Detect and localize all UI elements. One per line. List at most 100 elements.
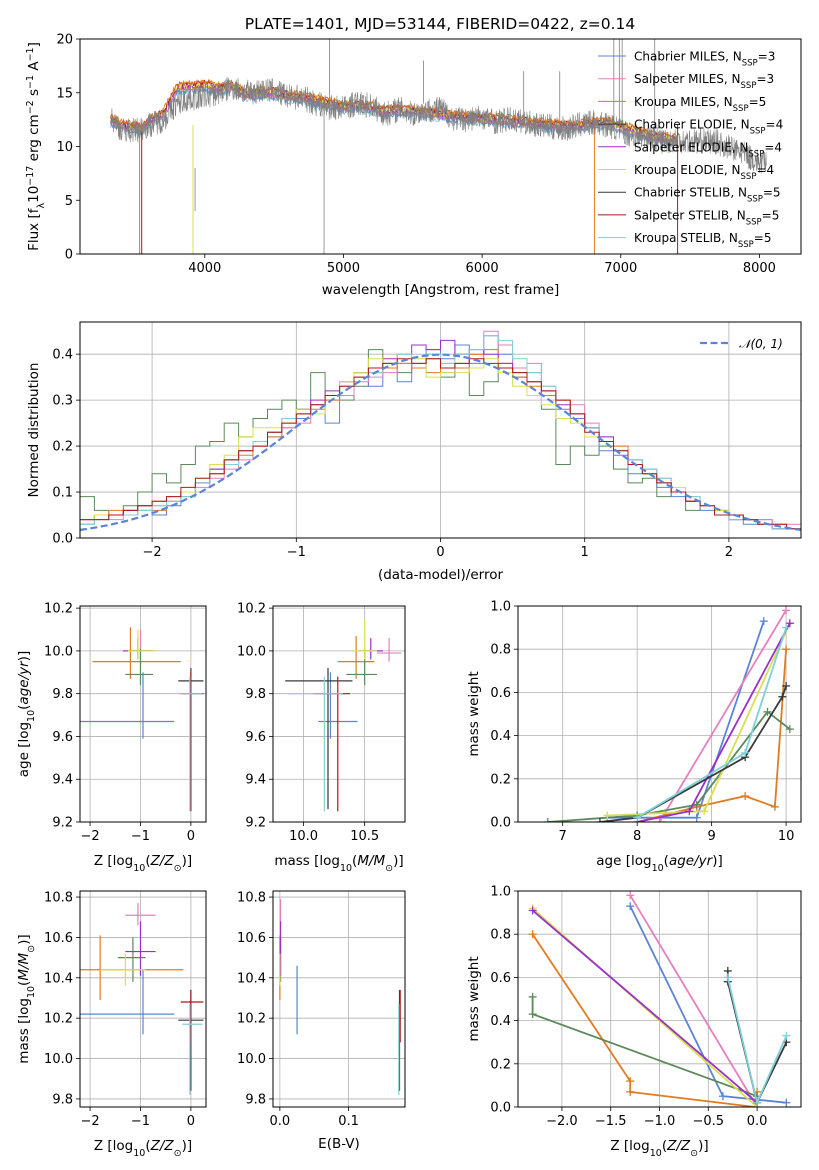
x-tick-label: 0 bbox=[436, 545, 444, 560]
x-tick-label: 5000 bbox=[327, 261, 360, 276]
x-tick-label: 0.1 bbox=[338, 1114, 359, 1129]
x-axis-label: Z [log10(Z/Z⊙)] bbox=[94, 853, 192, 874]
errorbar-point bbox=[127, 629, 156, 660]
legend-entry: Chabrier STELIB, NSSP=5 bbox=[634, 186, 781, 205]
y-tick-label: 10.0 bbox=[44, 1052, 73, 1067]
x-tick-label: 10.5 bbox=[350, 829, 379, 844]
y-tick-label: 0.0 bbox=[490, 816, 511, 831]
errorbar-point bbox=[80, 969, 175, 1035]
errorbar-point bbox=[285, 668, 353, 810]
x-tick-label: −1 bbox=[131, 829, 150, 844]
weight-vs-Z-panel: −2.0 −1.5 −1.0 −0.5 0.0 0.0 0.2 0.4 0.6 0.8 1.0 Z [… bbox=[466, 885, 802, 1159]
legend-entry: Kroupa MILES, NSSP=5 bbox=[634, 95, 766, 114]
plus-marker bbox=[785, 725, 794, 734]
y-axis-label: Flux [fλ10−17 erg cm−2 s−1 A−1] bbox=[25, 42, 47, 251]
y-tick-label: 0.2 bbox=[52, 440, 73, 455]
y-tick-label: 9.4 bbox=[52, 773, 73, 788]
y-axis-label: age [log10(age/yr)] bbox=[16, 651, 37, 777]
axes-frame bbox=[272, 605, 406, 823]
y-tick-label: 0.2 bbox=[490, 1057, 511, 1072]
x-axis-label: (data-model)/error bbox=[378, 567, 504, 583]
plus-marker bbox=[626, 891, 635, 900]
y-tick-label: 0.8 bbox=[490, 643, 511, 658]
x-axis-label: wavelength [Angstrom, rest frame] bbox=[322, 282, 560, 298]
plus-marker bbox=[718, 1092, 727, 1101]
x-tick-label: 1 bbox=[581, 545, 589, 560]
plus-marker bbox=[770, 802, 779, 811]
mass-weight-line bbox=[531, 996, 758, 1098]
y-tick-label: 9.8 bbox=[52, 1092, 73, 1107]
y-tick-label: 1.0 bbox=[490, 600, 511, 615]
plus-marker bbox=[782, 1098, 791, 1107]
legend-entry: Chabrier MILES, NSSP=3 bbox=[634, 50, 775, 69]
y-tick-label: 10.0 bbox=[237, 1052, 266, 1067]
histogram-step-line bbox=[80, 335, 801, 530]
y-axis-label: mass weight bbox=[466, 671, 482, 756]
y-tick-label: 10.4 bbox=[237, 971, 266, 986]
y-tick-label: 10.8 bbox=[44, 891, 73, 906]
axes-frame bbox=[79, 890, 207, 1108]
x-tick-label: 0 bbox=[187, 829, 195, 844]
errorbar-point bbox=[125, 903, 156, 926]
y-tick-label: 0.1 bbox=[52, 486, 73, 501]
legend-entry: Kroupa ELODIE, NSSP=4 bbox=[634, 163, 774, 182]
plus-marker bbox=[741, 792, 750, 801]
y-tick-label: 10.0 bbox=[44, 644, 73, 659]
y-tick-label: 20 bbox=[56, 33, 73, 48]
x-axis-label: Z [log10(Z/Z⊙)] bbox=[610, 1138, 708, 1159]
model-spectrum-line bbox=[110, 86, 677, 146]
y-tick-label: 9.2 bbox=[52, 816, 73, 831]
errorbar-point bbox=[80, 672, 175, 739]
x-tick-label: 9 bbox=[707, 829, 715, 844]
y-tick-label: 0.4 bbox=[490, 1014, 511, 1029]
axes-frame bbox=[272, 890, 406, 1108]
y-tick-label: 10.8 bbox=[237, 891, 266, 906]
observed-spectrum-line bbox=[110, 76, 767, 174]
errorbar-point bbox=[92, 627, 181, 679]
y-tick-label: 10.6 bbox=[237, 931, 266, 946]
y-tick-label: 0.6 bbox=[490, 971, 511, 986]
x-tick-label: −2 bbox=[143, 545, 162, 560]
x-tick-label: 10 bbox=[778, 829, 795, 844]
x-tick-label: 8 bbox=[633, 829, 641, 844]
y-tick-label: 0.4 bbox=[490, 729, 511, 744]
y-axis-label: mass weight bbox=[466, 956, 482, 1041]
x-tick-label: −2.0 bbox=[546, 1114, 578, 1129]
errorbar-point bbox=[352, 618, 377, 660]
plus-marker bbox=[528, 906, 537, 915]
legend-entry: 𝒩(0, 1) bbox=[739, 337, 783, 351]
mass-weight-line bbox=[532, 909, 758, 1104]
plus-marker bbox=[528, 992, 537, 1001]
errorbar-point bbox=[117, 937, 146, 982]
plus-marker bbox=[759, 617, 768, 626]
figure-title: PLATE=1401, MJD=53144, FIBERID=0422, z=0… bbox=[245, 15, 635, 33]
errorbar-point bbox=[376, 638, 402, 662]
axes-frame bbox=[517, 605, 802, 823]
y-tick-label: 0.6 bbox=[490, 686, 511, 701]
plus-marker bbox=[782, 645, 791, 654]
y-tick-label: 1.0 bbox=[490, 885, 511, 900]
x-tick-label: −0.5 bbox=[693, 1114, 725, 1129]
gaussian-curve bbox=[80, 353, 801, 531]
plus-marker bbox=[692, 813, 701, 822]
y-tick-label: 10 bbox=[56, 140, 73, 155]
errorbar-point bbox=[313, 676, 350, 812]
plus-marker bbox=[626, 902, 635, 911]
plus-marker bbox=[655, 818, 664, 822]
plus-marker bbox=[626, 1077, 635, 1086]
y-tick-label: 10.0 bbox=[237, 644, 266, 659]
x-tick-label: 10.0 bbox=[289, 829, 318, 844]
plus-marker bbox=[778, 692, 787, 701]
plus-marker bbox=[785, 619, 794, 628]
age-vs-mass-panel: 10.0 10.5 9.2 9.4 9.6 9.8 10.0 10.2 mass [log10(… bbox=[237, 602, 406, 874]
plus-marker bbox=[692, 800, 701, 809]
y-tick-label: 10.2 bbox=[237, 602, 266, 617]
mass-vs-ebv-panel: 0.0 0.1 9.8 10.0 10.2 10.4 10.6 10.8 E(B-V) bbox=[237, 890, 406, 1152]
y-tick-label: 10.6 bbox=[44, 931, 73, 946]
y-axis-label: Normed distribution bbox=[26, 363, 42, 498]
y-tick-label: 10.2 bbox=[44, 1012, 73, 1027]
y-tick-label: 10.4 bbox=[44, 971, 73, 986]
errorbar-point bbox=[125, 921, 156, 976]
errorbar-point bbox=[287, 676, 343, 812]
